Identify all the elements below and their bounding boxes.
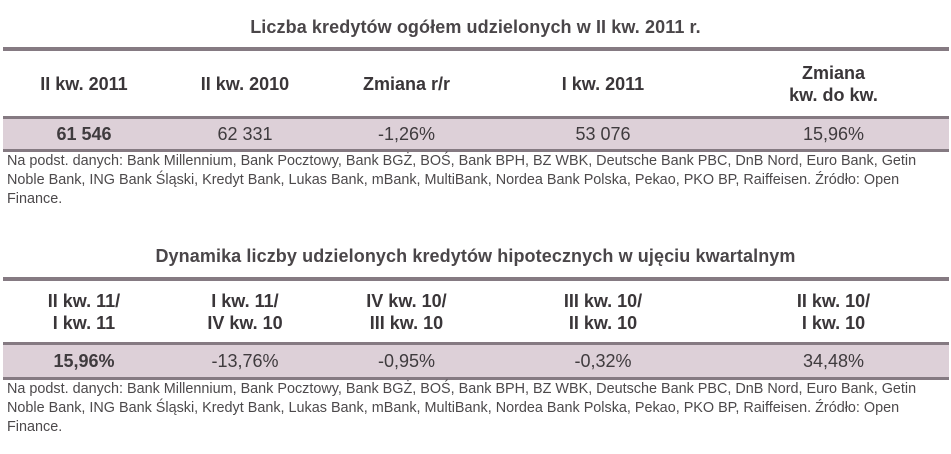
table1-value: -1,26% [377,124,436,144]
table1-top-rule [3,47,949,51]
table2-bottom-rule [3,377,949,380]
table2-value: 34,48% [802,351,865,371]
table1-data-row: 61 546 62 331 -1,26% 53 076 15,96% [3,119,949,149]
table2-value: 15,96% [53,351,115,371]
table2-header-row: II kw. 11/I kw. 11 I kw. 11/IV kw. 10 IV… [3,281,949,342]
table2-header-cell: IV kw. 10/III kw. 10 [366,290,447,333]
table1-header-cell: II kw. 2011 [40,73,128,94]
table2-header-cell: I kw. 11/IV kw. 10 [207,290,283,333]
table1-header-cell: II kw. 2010 [200,73,290,94]
table1-value: 62 331 [217,124,273,144]
table1-bottom-rule [3,149,949,152]
table1-title: Liczba kredytów ogółem udzielonych w II … [250,17,701,37]
table1-source-note: Na podst. danych: Bank Millennium, Bank … [7,153,917,207]
table1-header-row: II kw. 2011 II kw. 2010 Zmiana r/r I kw.… [3,51,949,116]
table1-header-cell: Zmiana kw. do kw. [789,62,878,105]
table1-header-cell: Zmiana r/r [362,73,451,94]
table1-value: 61 546 [56,124,112,144]
table1-value: 53 076 [575,124,631,144]
table2-title: Dynamika liczby udzielonych kredytów hip… [155,246,796,266]
table2-header-cell: III kw. 10/II kw. 10 [563,290,643,333]
table2-mid-rule [3,342,949,345]
table2-value: -0,32% [574,351,632,371]
table2-data-row: 15,96% -13,76% -0,95% -0,32% 34,48% [3,345,949,377]
table2-header-cell: II kw. 10/I kw. 10 [796,290,871,333]
table2-value: -0,95% [377,351,436,371]
table1-header-cell: I kw. 2011 [561,73,645,94]
table2-source-note: Na podst. danych: Bank Millennium, Bank … [7,381,917,435]
table1-value: 15,96% [802,124,865,144]
table1-mid-rule [3,116,949,119]
table2-top-rule [3,277,949,281]
table2-value: -13,76% [211,351,279,371]
table2-header-cell: II kw. 11/I kw. 11 [47,290,121,333]
